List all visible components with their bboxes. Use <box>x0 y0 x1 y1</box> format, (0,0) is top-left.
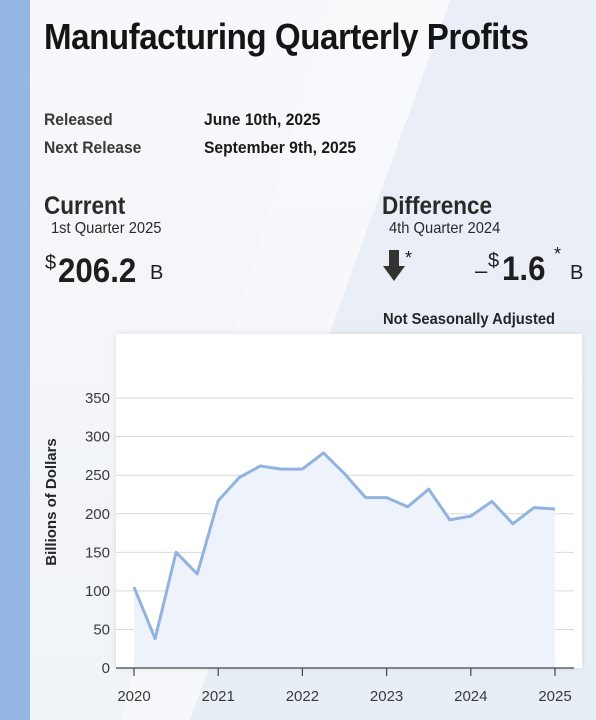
released-date: June 10th, 2025 <box>204 110 321 129</box>
data-point <box>427 487 431 491</box>
y-tick-label: 350 <box>85 390 110 407</box>
difference-unit: B <box>570 262 584 284</box>
profits-area <box>134 452 555 668</box>
difference-sign: – <box>475 258 488 283</box>
next-release-label: Next Release <box>44 138 142 157</box>
page-title: Manufacturing Quarterly Profits <box>44 16 529 57</box>
data-point <box>258 464 262 468</box>
next-release-date: September 9th, 2025 <box>204 138 357 157</box>
data-point <box>174 550 178 554</box>
data-point <box>385 496 389 500</box>
data-point <box>300 467 304 471</box>
y-tick-label: 100 <box>85 583 110 600</box>
data-point <box>448 518 452 522</box>
data-point <box>406 505 410 509</box>
data-point <box>343 472 347 476</box>
current-currency-symbol: $ <box>45 252 57 274</box>
y-tick-label: 250 <box>85 467 110 484</box>
difference-heading: Difference <box>382 192 493 220</box>
released-label: Released <box>44 110 113 129</box>
arrow-note-asterisk: * <box>405 248 413 268</box>
profits-series-line <box>132 451 556 641</box>
seasonal-adjustment-note: Not Seasonally Adjusted <box>383 311 556 328</box>
y-tick-label: 200 <box>85 506 110 523</box>
difference-note-asterisk: * <box>554 244 562 264</box>
x-tick-label: 2022 <box>286 688 319 705</box>
current-period: 1st Quarter 2025 <box>51 220 162 237</box>
data-point <box>153 637 157 641</box>
left-accent-band <box>0 0 30 720</box>
current-unit: B <box>150 262 164 284</box>
difference-currency-symbol: $ <box>488 250 500 272</box>
x-tick-label: 2025 <box>538 688 571 705</box>
data-point <box>279 467 283 471</box>
difference-period: 4th Quarter 2024 <box>389 220 501 237</box>
difference-value: 1.6 <box>502 250 546 288</box>
x-tick-label: 2024 <box>454 688 487 705</box>
data-point <box>237 476 241 480</box>
data-point <box>490 499 494 503</box>
y-tick-label: 300 <box>85 429 110 446</box>
data-point <box>132 585 136 589</box>
data-point <box>195 572 199 576</box>
arrow-down-icon <box>383 250 405 281</box>
data-point <box>469 514 473 518</box>
current-value: 206.2 <box>58 252 137 290</box>
x-tick-label: 2021 <box>202 688 235 705</box>
data-point <box>553 507 557 511</box>
data-point <box>532 506 536 510</box>
y-tick-label: 50 <box>93 621 110 638</box>
y-tick-label: 0 <box>102 660 110 677</box>
y-axis-label: Billions of Dollars <box>43 438 60 566</box>
x-tick-label: 2023 <box>370 688 403 705</box>
current-heading: Current <box>44 192 126 220</box>
data-point <box>216 499 220 503</box>
data-point <box>322 451 326 455</box>
x-tick-label: 2020 <box>117 688 150 705</box>
y-tick-label: 150 <box>85 544 110 561</box>
data-point <box>511 522 515 526</box>
data-point <box>364 496 368 500</box>
